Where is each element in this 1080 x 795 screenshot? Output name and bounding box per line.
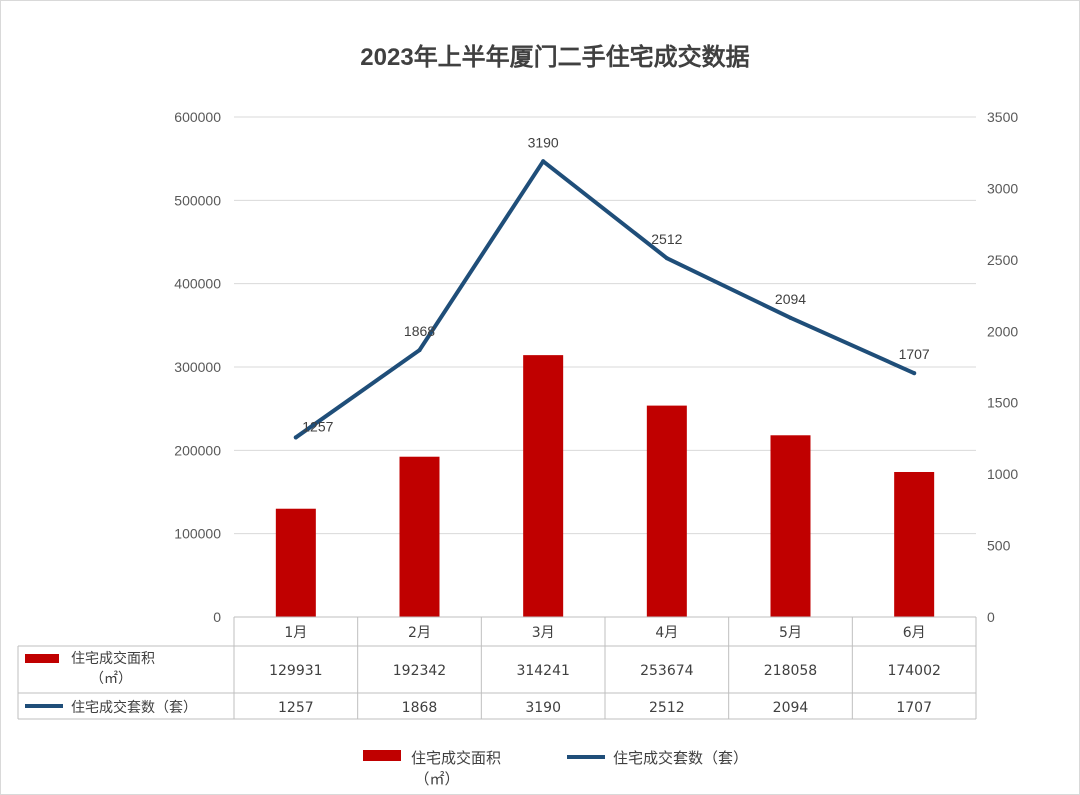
bar-4 — [646, 405, 687, 617]
left-tick-label: 200000 — [174, 442, 221, 458]
table-cell-area: 129931 — [269, 663, 322, 679]
legend-label-count: 住宅成交套数（套） — [613, 749, 748, 767]
category-label: 6月 — [903, 625, 926, 641]
data-label-1: 1257 — [302, 418, 333, 434]
left-axis: 0 100000 200000 300000 400000 500000 600000 — [174, 109, 221, 625]
table-cell-area: 192342 — [393, 663, 446, 679]
bar-5 — [770, 435, 811, 617]
series-line — [293, 159, 917, 440]
category-label: 2月 — [408, 625, 431, 641]
table-cell-count: 1257 — [278, 700, 314, 716]
right-tick-label: 500 — [987, 538, 1011, 554]
table-cell-area: 314241 — [516, 663, 569, 679]
table-row-header-count: 住宅成交套数（套） — [71, 699, 197, 716]
line-point-1 — [293, 435, 298, 440]
right-tick-label: 1500 — [987, 395, 1018, 411]
category-label: 1月 — [284, 625, 307, 641]
table-row-header-area: 住宅成交面积 — [71, 650, 155, 667]
line-point-6 — [912, 371, 917, 376]
right-tick-label: 2500 — [987, 252, 1018, 268]
bar-series — [275, 355, 935, 617]
legend: 住宅成交面积 （㎡） 住宅成交套数（套） — [363, 749, 748, 788]
right-tick-label: 1000 — [987, 466, 1018, 482]
left-tick-label: 400000 — [174, 276, 221, 292]
left-tick-label: 500000 — [174, 192, 221, 208]
data-table: 1月 129931 1257 2月 192342 1868 3月 314241 3190 4月 25… — [17, 616, 977, 720]
left-tick-label: 0 — [213, 609, 221, 625]
right-tick-label: 0 — [987, 609, 995, 625]
left-tick-label: 100000 — [174, 526, 221, 542]
line-point-5 — [788, 315, 793, 320]
table-cell-area: 253674 — [640, 663, 694, 679]
table-cell-area: 174002 — [887, 663, 940, 679]
chart-title: 2023年上半年厦门二手住宅成交数据 — [360, 43, 749, 71]
table-cell-count: 3190 — [525, 700, 561, 716]
table-cell-area: 218058 — [764, 663, 817, 679]
right-tick-label: 2000 — [987, 323, 1018, 339]
bar-6 — [894, 471, 935, 617]
data-label-2: 1868 — [404, 323, 435, 339]
right-tick-label: 3500 — [987, 109, 1018, 125]
left-tick-label: 300000 — [174, 359, 221, 375]
line-point-4 — [664, 256, 669, 261]
data-label-3: 3190 — [528, 134, 559, 150]
bar-3 — [523, 355, 564, 617]
table-cell-count: 2094 — [773, 700, 809, 716]
table-cell-count: 2512 — [649, 700, 685, 716]
legend-swatch-bar — [363, 750, 401, 761]
table-cell-count: 1707 — [896, 700, 932, 716]
category-label: 3月 — [532, 625, 555, 641]
bar-1 — [275, 508, 316, 617]
table-row-header-area-unit: （㎡） — [90, 671, 132, 687]
data-label-4: 2512 — [651, 231, 682, 247]
data-label-6: 1707 — [899, 346, 930, 362]
bar-2 — [399, 456, 440, 617]
line-point-2 — [417, 348, 422, 353]
legend-label-area: 住宅成交面积 — [411, 749, 501, 767]
line-point-3 — [541, 159, 546, 164]
gridlines — [234, 116, 976, 618]
data-label-5: 2094 — [775, 291, 806, 307]
table-legend-swatch-bar — [25, 654, 59, 663]
left-tick-label: 600000 — [174, 109, 221, 125]
category-label: 5月 — [779, 625, 802, 641]
right-axis: 0 500 1000 1500 2000 2500 3000 3500 — [987, 109, 1018, 625]
right-tick-label: 3000 — [987, 180, 1018, 196]
category-label: 4月 — [655, 625, 678, 641]
line-series: 1257 1868 3190 2512 2094 1707 — [293, 134, 930, 440]
table-cell-count: 1868 — [402, 700, 438, 716]
legend-label-area-unit: （㎡） — [414, 770, 459, 788]
